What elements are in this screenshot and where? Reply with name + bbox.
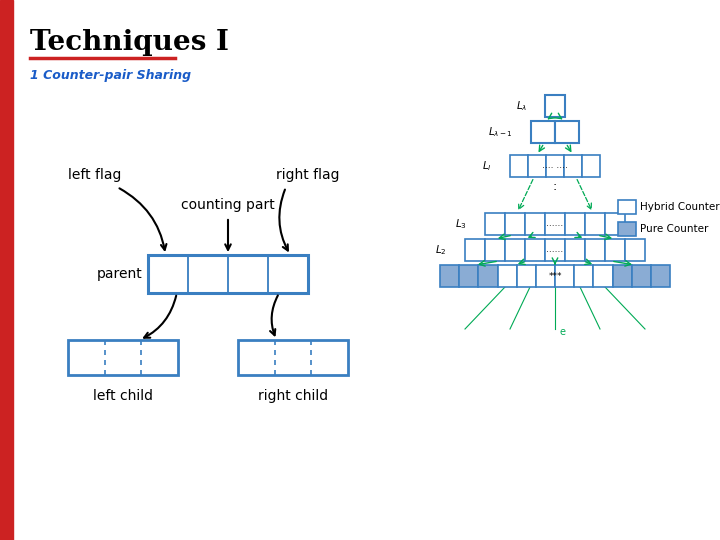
Text: $L_l$: $L_l$ — [482, 159, 492, 173]
Bar — [585, 213, 605, 235]
Bar — [564, 155, 582, 177]
Bar — [613, 265, 631, 287]
Bar — [531, 121, 555, 143]
Text: counting part: counting part — [181, 198, 275, 212]
Bar — [525, 213, 545, 235]
Bar — [545, 95, 565, 117]
Text: right flag: right flag — [276, 168, 340, 182]
Bar — [555, 121, 579, 143]
Bar — [565, 213, 585, 235]
Bar — [485, 213, 505, 235]
Bar — [593, 265, 613, 287]
Bar — [605, 239, 625, 261]
Bar — [525, 239, 545, 261]
Bar — [148, 255, 308, 293]
Bar — [625, 239, 645, 261]
Text: $L_\lambda$: $L_\lambda$ — [516, 99, 527, 113]
Text: ***: *** — [548, 272, 562, 280]
Bar — [68, 340, 178, 375]
Bar — [517, 265, 536, 287]
Bar — [465, 239, 485, 261]
Bar — [631, 265, 651, 287]
Text: 1 Counter-pair Sharing: 1 Counter-pair Sharing — [30, 70, 191, 83]
Text: parent: parent — [96, 267, 142, 281]
Text: right child: right child — [258, 389, 328, 403]
Text: Hybrid Counter: Hybrid Counter — [640, 202, 719, 212]
Text: .... ....: .... .... — [542, 161, 568, 171]
Bar — [440, 265, 459, 287]
Bar — [510, 155, 528, 177]
Text: $L_3$: $L_3$ — [455, 217, 467, 231]
Bar — [498, 265, 517, 287]
Bar — [536, 265, 555, 287]
Bar — [545, 213, 565, 235]
Bar — [459, 265, 478, 287]
Text: ......: ...... — [546, 219, 564, 228]
Bar — [582, 155, 600, 177]
Bar — [545, 239, 565, 261]
Bar — [618, 222, 636, 236]
Text: ......: ...... — [546, 246, 564, 254]
Text: Pure Counter: Pure Counter — [640, 224, 708, 234]
Bar — [651, 265, 670, 287]
Bar — [565, 239, 585, 261]
Text: :: : — [553, 180, 557, 193]
Bar — [555, 265, 574, 287]
Bar — [528, 155, 546, 177]
Bar — [0, 0, 13, 540]
Bar — [505, 213, 525, 235]
Bar — [505, 239, 525, 261]
Text: $L_2$: $L_2$ — [436, 243, 447, 257]
Text: $L_{\lambda-1}$: $L_{\lambda-1}$ — [488, 125, 513, 139]
Bar — [605, 213, 625, 235]
Text: e: e — [560, 327, 566, 337]
Text: left child: left child — [93, 389, 153, 403]
Bar — [238, 340, 348, 375]
Text: Techniques I: Techniques I — [30, 29, 229, 56]
Bar — [574, 265, 593, 287]
Text: left flag: left flag — [68, 168, 122, 182]
Bar — [585, 239, 605, 261]
Bar — [618, 200, 636, 214]
Bar — [478, 265, 498, 287]
Bar — [546, 155, 564, 177]
Bar — [485, 239, 505, 261]
